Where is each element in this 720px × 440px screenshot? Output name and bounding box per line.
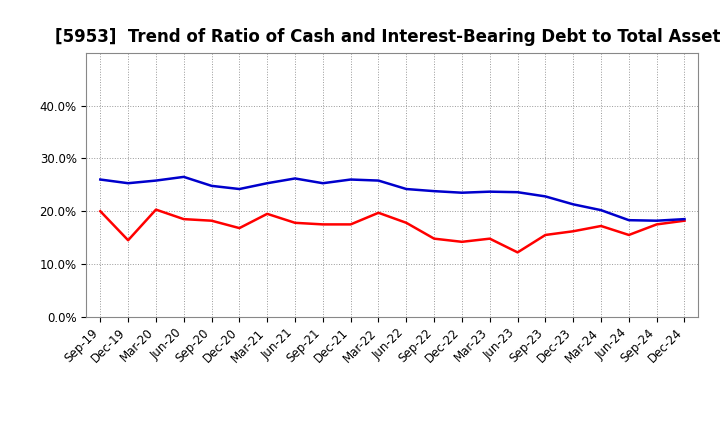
Cash — [652, 222, 661, 227]
Interest-Bearing Debt — [346, 177, 355, 182]
Interest-Bearing Debt — [485, 189, 494, 194]
Interest-Bearing Debt — [96, 177, 104, 182]
Title: [5953]  Trend of Ratio of Cash and Interest-Bearing Debt to Total Assets: [5953] Trend of Ratio of Cash and Intere… — [55, 28, 720, 46]
Interest-Bearing Debt — [179, 174, 188, 180]
Cash — [96, 209, 104, 214]
Line: Cash: Cash — [100, 209, 685, 253]
Cash — [263, 211, 271, 216]
Cash — [624, 232, 633, 238]
Interest-Bearing Debt — [291, 176, 300, 181]
Cash — [597, 224, 606, 229]
Interest-Bearing Debt — [263, 180, 271, 186]
Line: Interest-Bearing Debt: Interest-Bearing Debt — [100, 177, 685, 221]
Cash — [207, 218, 216, 224]
Cash — [458, 239, 467, 245]
Cash — [124, 238, 132, 243]
Cash — [152, 207, 161, 212]
Cash — [430, 236, 438, 241]
Interest-Bearing Debt — [402, 187, 410, 192]
Cash — [680, 218, 689, 224]
Cash — [402, 220, 410, 225]
Interest-Bearing Debt — [318, 180, 327, 186]
Interest-Bearing Debt — [124, 180, 132, 186]
Cash — [541, 232, 550, 238]
Interest-Bearing Debt — [569, 202, 577, 207]
Cash — [513, 250, 522, 255]
Interest-Bearing Debt — [235, 187, 243, 192]
Interest-Bearing Debt — [541, 194, 550, 199]
Cash — [318, 222, 327, 227]
Interest-Bearing Debt — [652, 218, 661, 224]
Interest-Bearing Debt — [680, 216, 689, 222]
Interest-Bearing Debt — [152, 178, 161, 183]
Cash — [374, 210, 383, 216]
Cash — [179, 216, 188, 222]
Cash — [569, 229, 577, 234]
Cash — [235, 225, 243, 231]
Interest-Bearing Debt — [430, 188, 438, 194]
Interest-Bearing Debt — [597, 208, 606, 213]
Interest-Bearing Debt — [513, 190, 522, 195]
Cash — [346, 222, 355, 227]
Interest-Bearing Debt — [624, 217, 633, 223]
Interest-Bearing Debt — [207, 183, 216, 188]
Interest-Bearing Debt — [458, 190, 467, 195]
Cash — [485, 236, 494, 241]
Interest-Bearing Debt — [374, 178, 383, 183]
Cash — [291, 220, 300, 225]
